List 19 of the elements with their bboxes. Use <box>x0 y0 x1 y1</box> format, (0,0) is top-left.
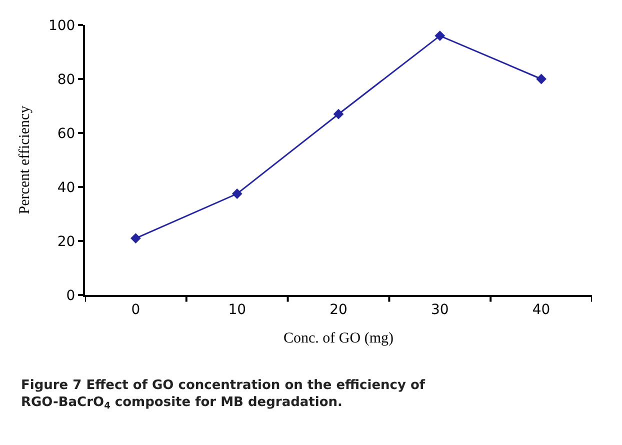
y-axis-title: Percent efficiency <box>17 105 34 214</box>
point <box>333 108 344 120</box>
y-tick-label: 80 <box>57 72 76 88</box>
y-tick-label: 100 <box>48 18 76 34</box>
x-tick-label: 0 <box>131 302 140 318</box>
y-tick-label: 60 <box>57 126 76 142</box>
point <box>434 30 446 41</box>
y-tick-label: 40 <box>57 180 76 196</box>
point <box>232 188 242 199</box>
x-tick-label: 10 <box>228 302 246 318</box>
y-tick-label: 20 <box>57 234 76 250</box>
x-tick-label: 30 <box>430 302 449 318</box>
point <box>130 233 141 244</box>
x-axis-title: Conc. of GO (mg) <box>284 330 394 346</box>
y-tick-label: 0 <box>66 288 76 304</box>
caption: Figure 7 Effect of GO concentration on the efficiency of RGO-BaCrO$_{4}$ composite for MB degradation. <box>21 378 426 412</box>
x-tick-label: 20 <box>330 302 348 318</box>
point <box>536 74 546 84</box>
x-tick-label: 40 <box>532 302 550 318</box>
